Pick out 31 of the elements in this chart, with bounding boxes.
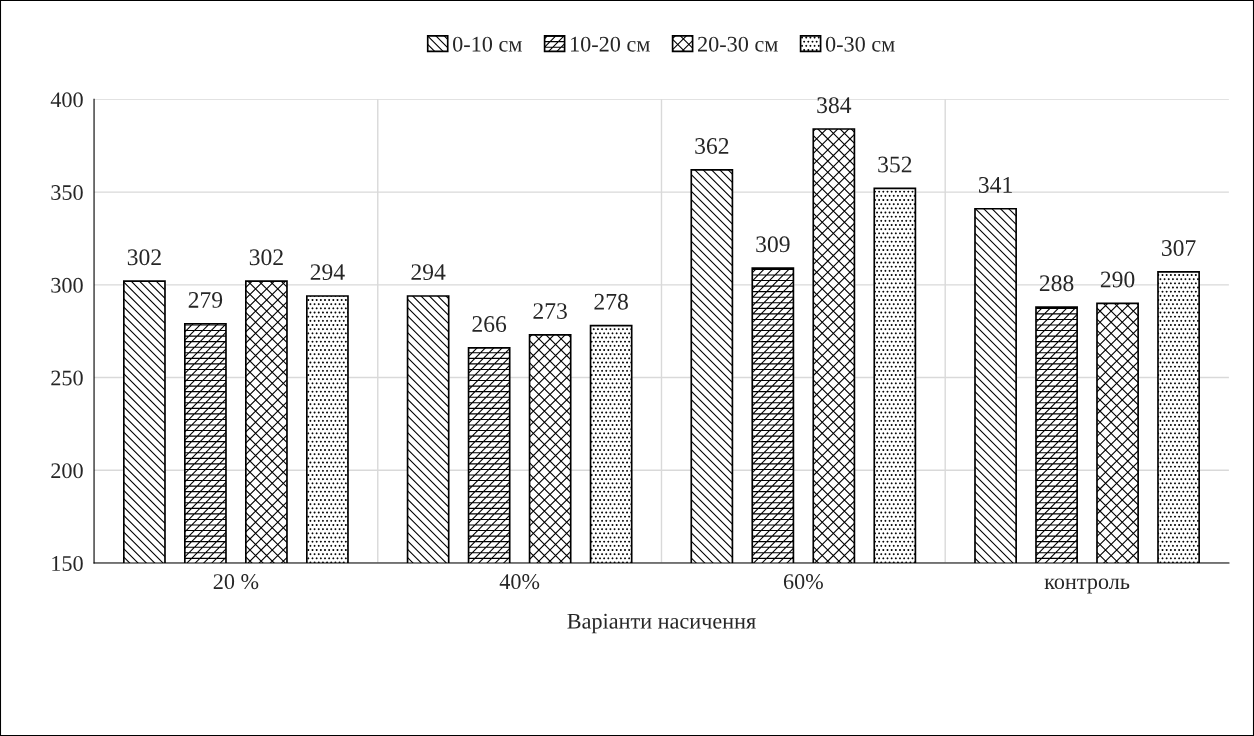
x-axis-title: Варіанти насичення bbox=[567, 613, 756, 634]
data-label: 294 bbox=[411, 264, 446, 281]
data-label: 266 bbox=[472, 316, 507, 332]
y-tick-label: 300 bbox=[51, 277, 83, 293]
y-tick-label: 200 bbox=[51, 463, 83, 479]
x-tick-label: 60% bbox=[783, 574, 823, 590]
legend-label: 10-20 см bbox=[571, 36, 650, 52]
y-tick-label: 350 bbox=[51, 185, 83, 201]
data-label: 279 bbox=[188, 292, 223, 308]
data-label: 273 bbox=[533, 303, 567, 319]
data-label: 352 bbox=[878, 156, 912, 173]
x-tick-label: 20 % bbox=[213, 574, 259, 590]
data-label: 288 bbox=[1039, 275, 1074, 292]
legend-label: 0-10 см bbox=[453, 36, 522, 52]
data-label: 290 bbox=[1100, 271, 1135, 288]
data-label: 341 bbox=[978, 177, 1012, 193]
y-tick-label: 250 bbox=[51, 370, 83, 386]
x-tick-label: 40% bbox=[499, 574, 540, 590]
y-tick-label: 150 bbox=[52, 555, 83, 571]
y-tick-label: 400 bbox=[50, 92, 83, 108]
data-label: 384 bbox=[817, 97, 852, 114]
data-label: 309 bbox=[756, 236, 790, 253]
legend-label: 0-30 см bbox=[825, 36, 895, 52]
data-label: 302 bbox=[127, 249, 161, 266]
data-label: 307 bbox=[1161, 240, 1196, 256]
data-label: 362 bbox=[695, 138, 729, 154]
data-label: 294 bbox=[310, 264, 345, 281]
x-tick-label: контроль bbox=[1044, 578, 1130, 594]
data-label: 278 bbox=[594, 293, 628, 310]
legend-label: 20-30 см bbox=[698, 36, 778, 52]
data-label: 302 bbox=[249, 249, 283, 266]
